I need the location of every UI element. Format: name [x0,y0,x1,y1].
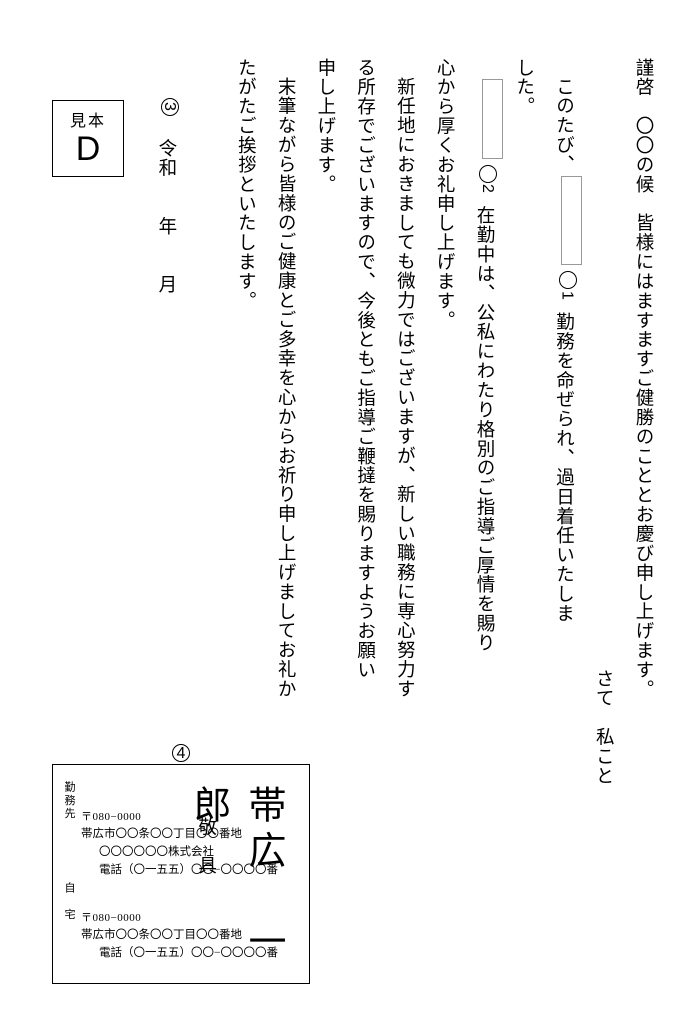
line-8: 申し上げます。 [304,58,344,968]
address-block: 4 帯広 一郎 勤務先 〒080−0000 帯広市〇〇条〇〇丁目〇〇番地 〇〇〇… [52,764,310,984]
line-4: 2 在勤中は、公私にわたり格別のご指導ご厚情を賜り [463,58,503,968]
sample-box: 見本 D [52,100,124,177]
placeholder-1[interactable] [561,176,582,265]
marker-3: 3 [161,98,179,116]
line-2: このたび、 1 勤務を命ぜられ、過日着任いたしま [543,58,583,968]
line-6: 新任地におきましても微力ではございますが、新しい職務に専心努力す [384,58,424,968]
line-1: 謹啓 〇〇の候 皆様にはますますご健勝のこととお慶び申し上げます。 [622,58,662,968]
line-3: した。 [503,58,543,968]
marker-4: 4 [172,744,190,762]
date-text: 令和 年 月 [156,139,176,294]
line-4a: 在勤中は、公私にわたり格別のご指導ご厚情を賜り [474,205,494,652]
marker-1: 1 [559,271,577,289]
home-label: 自 宅 [63,882,77,922]
line-7: る所存でございますので、今後ともご指導ご鞭撻を賜りますようお願い [344,58,384,968]
line-2b: 勤務を命ぜられ、過日着任いたしま [553,312,573,623]
marker-2: 2 [479,165,497,183]
sender-name: 帯広 一郎 [181,785,291,983]
line-2a: このたび、 [553,77,573,174]
sample-letter: D [53,131,123,168]
line-5: 心から厚くお礼申し上げます。 [423,58,463,968]
line-sate: さて 私こと [582,58,622,968]
sample-label: 見本 [53,107,123,131]
placeholder-2[interactable] [482,79,503,159]
work-label: 勤務先 [63,781,77,821]
